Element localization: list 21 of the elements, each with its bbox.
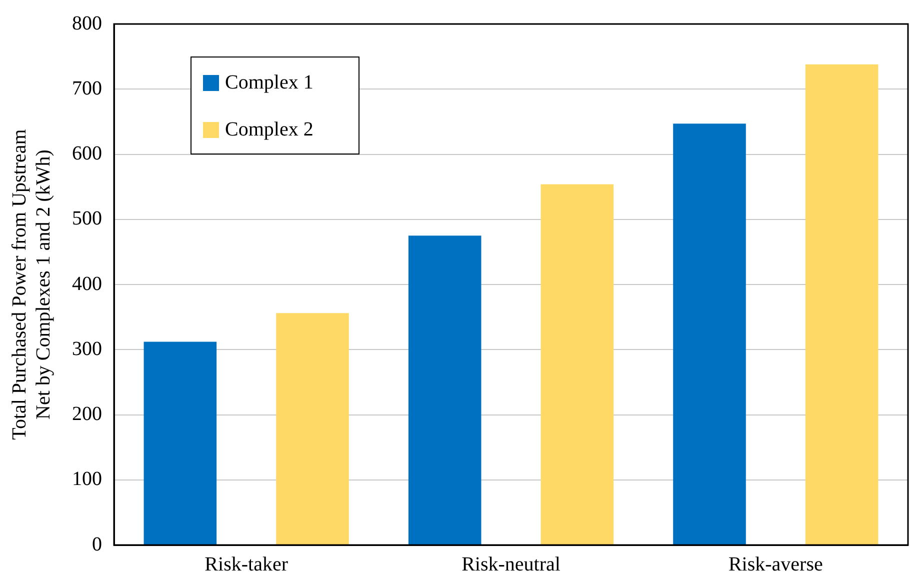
legend-label: Complex 1 [225,71,314,94]
y-axis-title: Total Purchased Power from Upstream Net by Complexes 1 and 2 (kWh) [8,128,54,440]
bar [673,124,746,544]
bar [144,342,217,544]
y-tick-label: 0 [92,533,102,556]
y-tick-label: 700 [72,77,102,100]
y-tick-label: 600 [72,142,102,164]
y-tick-label: 400 [72,272,102,295]
y-tick-label: 200 [72,403,102,425]
y-tick-label: 800 [72,12,102,34]
x-tick-label: Risk-averse [728,553,823,576]
y-tick-label: 100 [72,468,102,490]
bar [276,313,349,544]
y-tick-label: 300 [72,338,102,360]
y-tick-label: 500 [72,208,102,230]
legend-label: Complex 2 [225,118,314,140]
x-tick-label: Risk-taker [204,553,288,576]
x-tick-label: Risk-neutral [462,553,561,576]
bar [805,64,878,544]
bar [408,236,482,544]
bar [540,184,614,544]
